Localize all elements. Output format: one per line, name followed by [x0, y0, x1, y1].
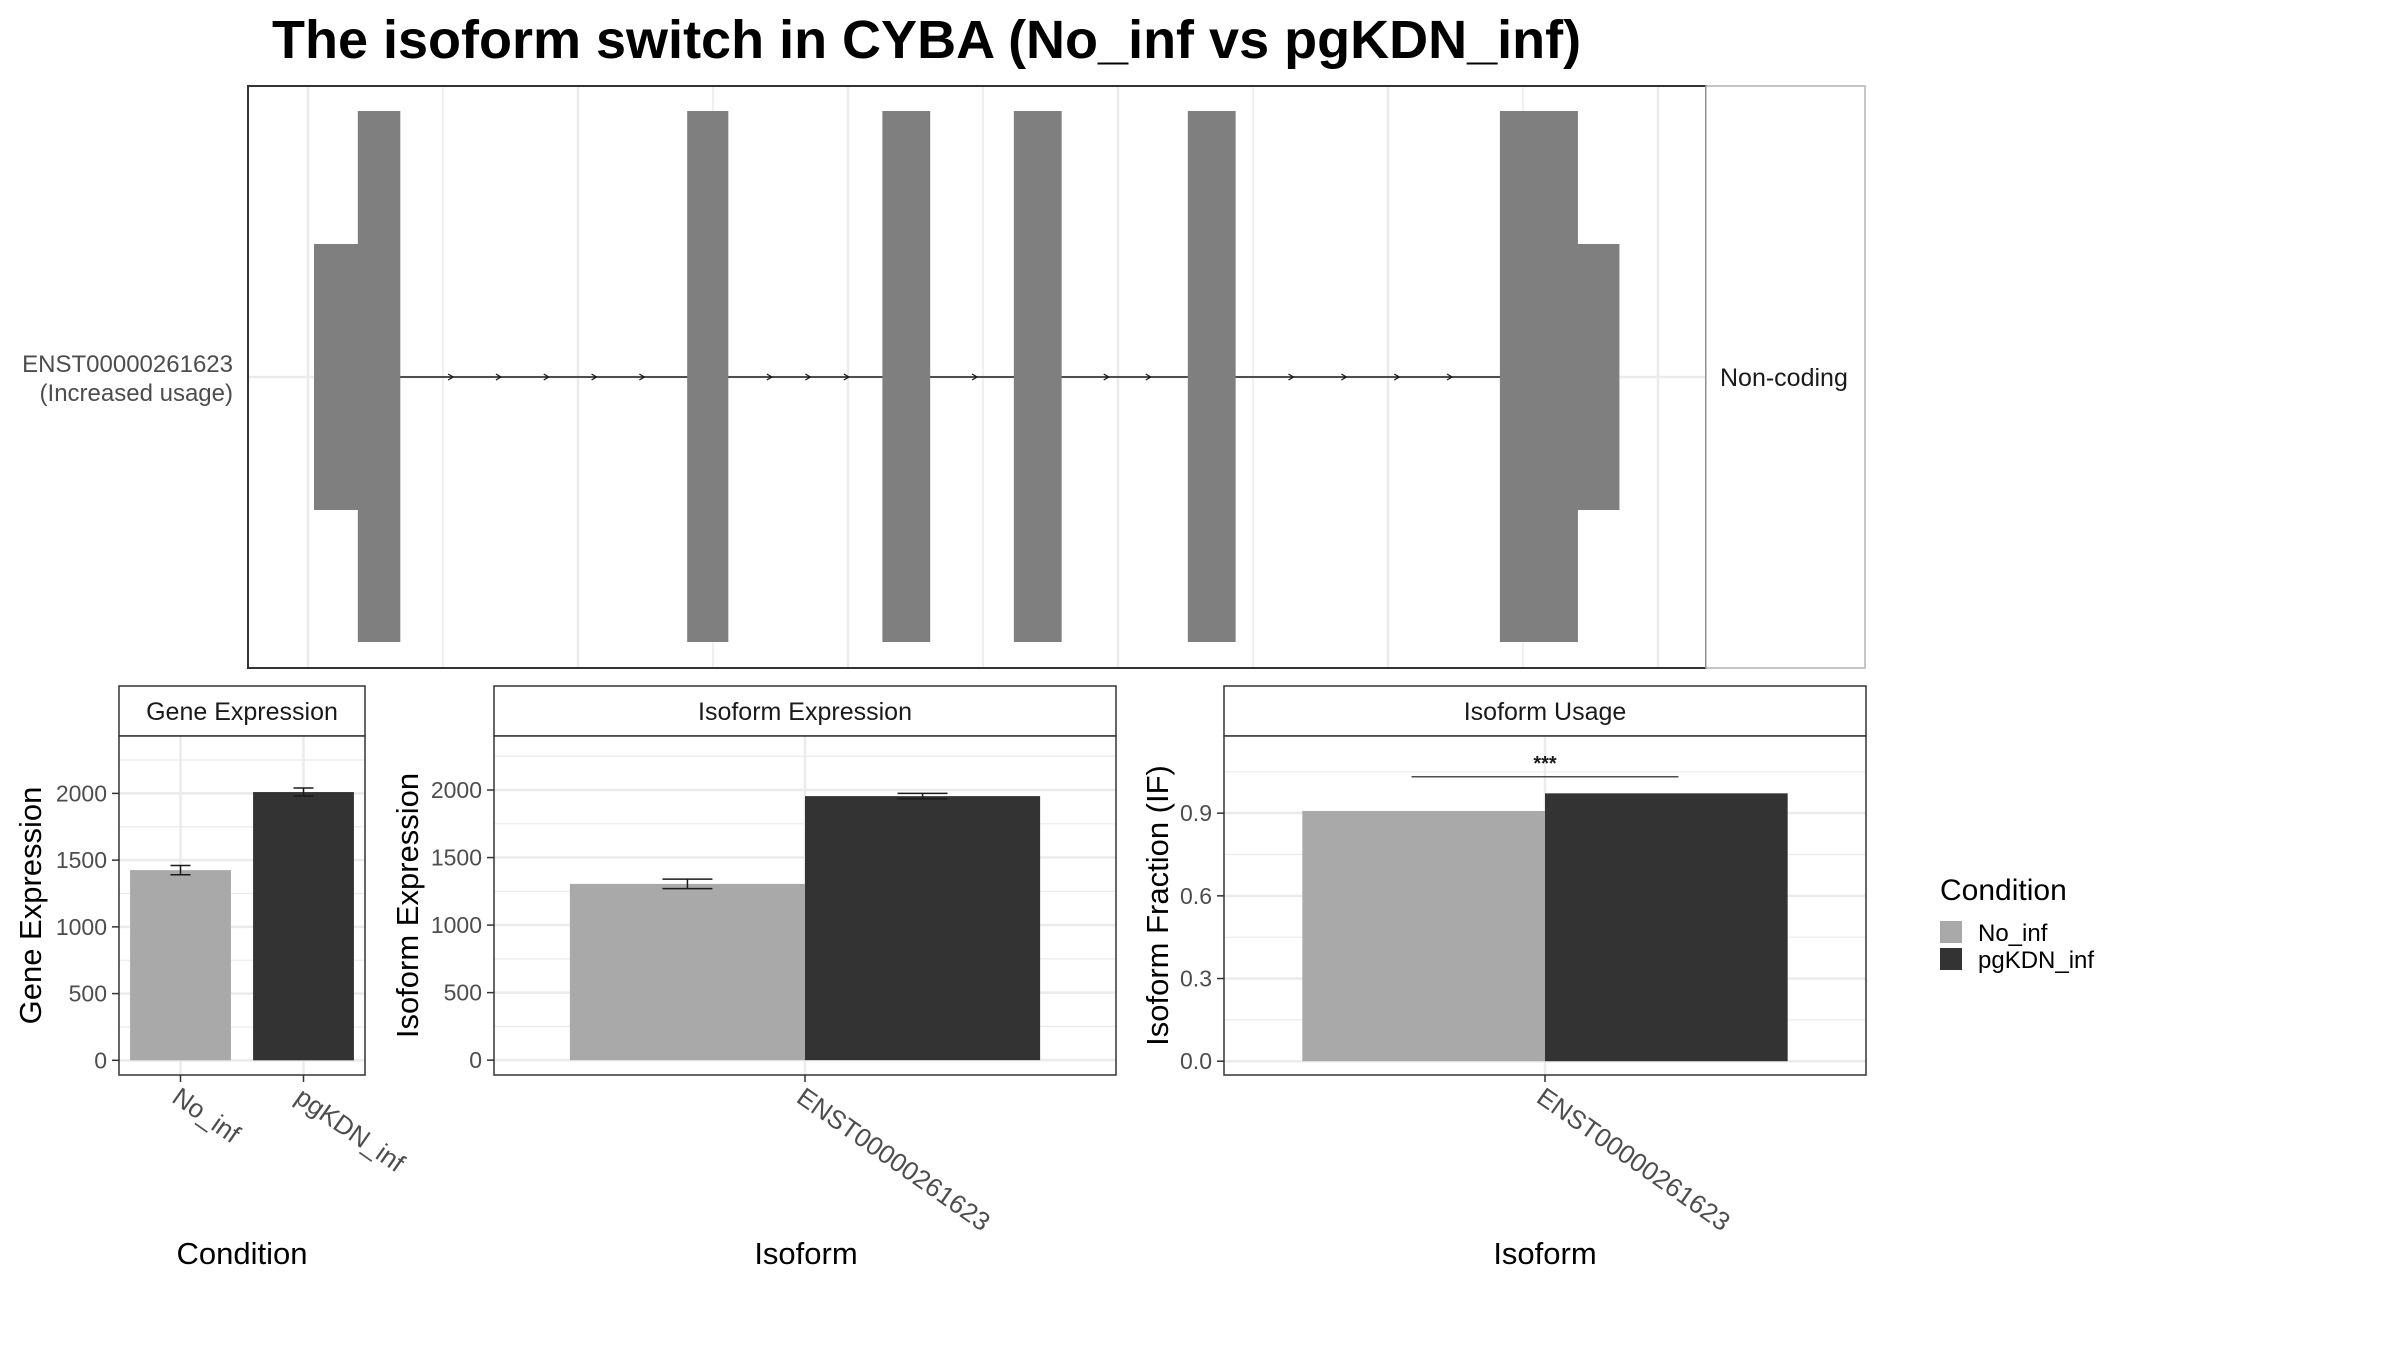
y-axis-title: Isoform Expression	[390, 773, 425, 1038]
intron-direction-arrow	[639, 373, 646, 381]
y-axis-title: Gene Expression	[13, 787, 48, 1025]
y-tick-label: 2000	[431, 777, 482, 803]
intron-direction-arrow	[1145, 373, 1153, 381]
y-axis-title: Isoform Fraction (IF)	[1140, 765, 1175, 1046]
x-tick-label: pgKDN_inf	[290, 1081, 411, 1178]
facet-strip	[1223, 685, 1867, 737]
y-tick-label: 2000	[56, 780, 107, 806]
legend-label-pgkdn-inf: pgKDN_inf	[1978, 947, 2094, 974]
intron-direction-arrow	[447, 373, 455, 381]
facet-strip-title: Isoform Usage	[1464, 698, 1627, 726]
intron-direction-arrow	[1341, 373, 1348, 381]
intron-direction-arrow	[1103, 373, 1110, 381]
legend-title: Condition	[1940, 874, 2067, 907]
x-tick-label: No_inf	[167, 1081, 246, 1149]
y-tick-label: 0.9	[1180, 800, 1212, 826]
y-tick-label: 1000	[431, 912, 482, 938]
x-tick-label: ENST00000261623	[792, 1081, 996, 1237]
facet-label-non-coding: Non-coding	[1720, 364, 1848, 392]
y-tick-label: 500	[69, 981, 107, 1007]
y-tick-label: 1500	[56, 847, 107, 873]
panel-isoform-expression: Isoform Expression 0 500 1000 1500 2000 ENST00…	[390, 685, 1117, 1271]
facet-strip	[493, 685, 1117, 737]
bar-no-inf	[1302, 810, 1545, 1062]
y-tick-label: 0	[94, 1047, 107, 1073]
legend-key-pgkdn-inf	[1940, 948, 1962, 970]
y-tick-label: 0	[469, 1047, 482, 1073]
exon-utr	[314, 244, 359, 510]
intron-direction-arrow	[1393, 373, 1401, 381]
intron-direction-arrow	[543, 373, 551, 381]
exon-coding	[1013, 111, 1062, 642]
exon-utr	[1576, 244, 1620, 510]
y-tick-label: 1500	[431, 845, 482, 871]
facet-strip-title: Gene Expression	[146, 698, 338, 726]
bar-pgkdn-inf	[1545, 793, 1788, 1062]
exon-coding	[687, 111, 729, 642]
exon-coding	[1187, 111, 1236, 642]
exon-coding	[882, 111, 931, 642]
intron-direction-arrow	[843, 373, 851, 381]
legend: Condition No_inf pgKDN_inf	[1940, 874, 2094, 974]
x-axis-title: Isoform	[1493, 1236, 1596, 1271]
facet-strip-non-coding	[1705, 85, 1866, 669]
legend-label-no-inf: No_inf	[1978, 920, 2048, 947]
facet-strip-title: Isoform Expression	[698, 698, 912, 726]
isoform-label: ENST00000261623	[22, 351, 233, 378]
intron-direction-arrow	[805, 373, 812, 381]
transcript-structure-panel: Non-coding ENST00000261623 (Increased us…	[22, 85, 1866, 669]
intron-direction-arrow	[1446, 373, 1454, 381]
y-tick-label: 0.3	[1180, 966, 1212, 992]
y-tick-label: 500	[444, 980, 482, 1006]
intron-direction-arrow	[591, 373, 598, 381]
exon-coding	[357, 111, 401, 642]
isoform-usage-annotation: (Increased usage)	[40, 380, 233, 407]
transcript-model	[314, 111, 1620, 642]
y-tick-label: 0.6	[1180, 883, 1212, 909]
intron-direction-arrow	[495, 373, 503, 381]
bar-no-inf	[569, 883, 805, 1061]
x-axis-title: Condition	[177, 1236, 308, 1271]
figure-title: The isoform switch in CYBA (No_inf vs pg…	[272, 10, 1581, 70]
intron-direction-arrow	[766, 373, 774, 381]
bar-no-inf	[130, 870, 231, 1061]
bar-pgkdn-inf	[805, 796, 1041, 1061]
exon-coding	[1499, 111, 1578, 642]
y-tick-label: 1000	[56, 914, 107, 940]
intron-direction-arrow	[1288, 373, 1295, 381]
panel-isoform-usage: Isoform Usage *** 0.0 0.3 0.6 0.9 ENST00000261…	[1140, 685, 1867, 1271]
bar-panels: Gene Expression 0 500 1000 1500 2000 No_inf pgK…	[13, 685, 1867, 1271]
intron-direction-arrow	[971, 373, 979, 381]
panel-gene-expression: Gene Expression 0 500 1000 1500 2000 No_inf pgK…	[13, 685, 411, 1271]
x-axis-title: Isoform	[754, 1236, 857, 1271]
x-tick-label: ENST00000261623	[1532, 1081, 1736, 1237]
significance-label: ***	[1533, 753, 1557, 775]
bar-pgkdn-inf	[253, 792, 354, 1061]
panel-border	[118, 735, 366, 1076]
legend-key-no-inf	[1940, 921, 1962, 943]
y-tick-label: 0.0	[1180, 1048, 1212, 1074]
